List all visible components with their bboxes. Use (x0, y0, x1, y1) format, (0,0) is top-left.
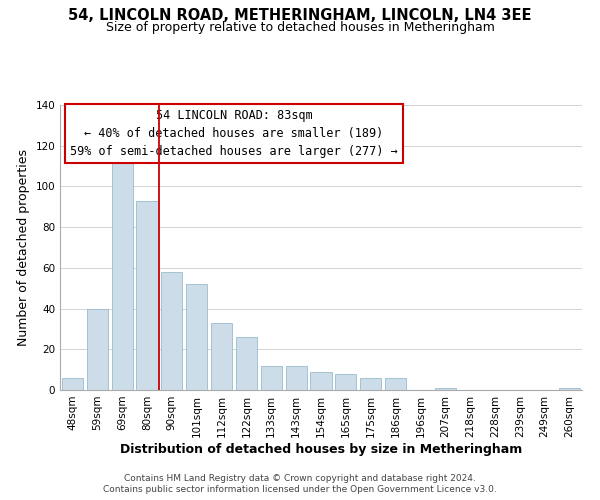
Bar (211, 323, 232, 390)
Bar (310, 372, 332, 390)
Text: Distribution of detached houses by size in Metheringham: Distribution of detached houses by size … (120, 442, 522, 456)
Bar (62, 378, 83, 390)
Bar (385, 378, 406, 390)
Y-axis label: Number of detached properties: Number of detached properties (17, 149, 30, 346)
Text: Size of property relative to detached houses in Metheringham: Size of property relative to detached ho… (106, 21, 494, 34)
Bar (136, 200, 158, 390)
Bar (112, 158, 133, 390)
Text: Contains public sector information licensed under the Open Government Licence v3: Contains public sector information licen… (103, 485, 497, 494)
Bar (87, 308, 108, 390)
Text: Contains HM Land Registry data © Crown copyright and database right 2024.: Contains HM Land Registry data © Crown c… (124, 474, 476, 483)
Bar (559, 388, 580, 390)
Bar (236, 337, 257, 390)
Bar (261, 366, 282, 390)
Bar (286, 366, 307, 390)
Bar (186, 284, 207, 390)
Text: 54 LINCOLN ROAD: 83sqm
← 40% of detached houses are smaller (189)
59% of semi-de: 54 LINCOLN ROAD: 83sqm ← 40% of detached… (70, 109, 398, 158)
Bar (335, 374, 356, 390)
Bar (360, 378, 381, 390)
Bar (161, 272, 182, 390)
Text: 54, LINCOLN ROAD, METHERINGHAM, LINCOLN, LN4 3EE: 54, LINCOLN ROAD, METHERINGHAM, LINCOLN,… (68, 8, 532, 22)
Bar (435, 388, 456, 390)
